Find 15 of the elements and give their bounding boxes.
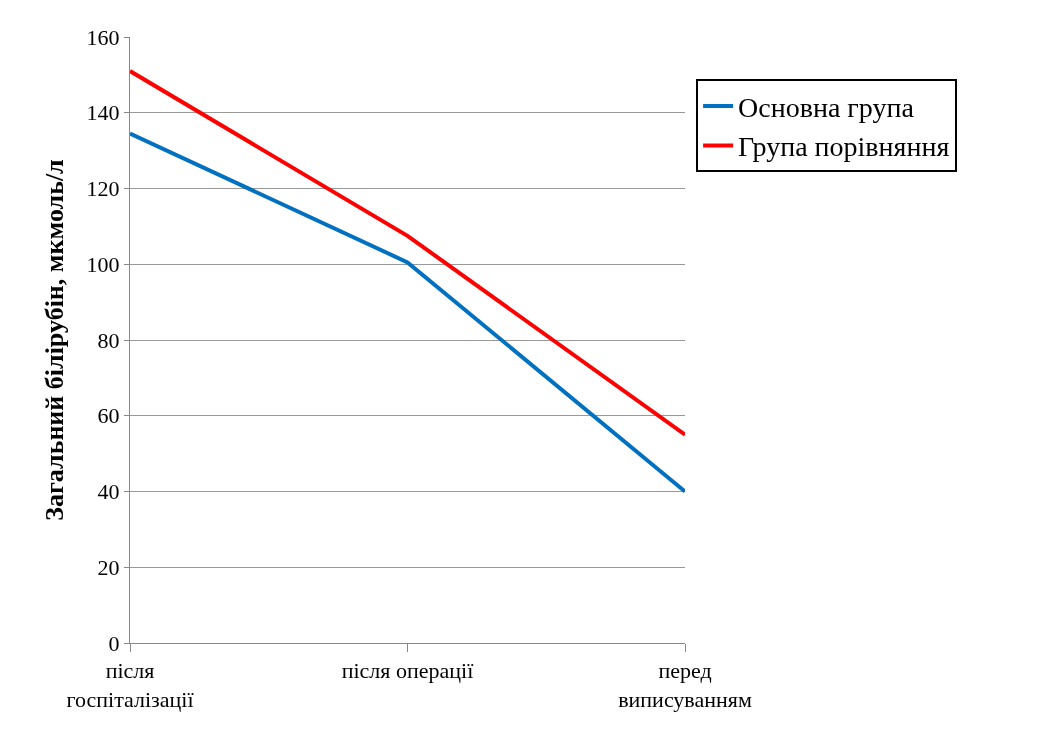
legend-label: Група порівняння: [738, 131, 950, 163]
legend-label: Основна група: [738, 92, 915, 124]
y-tick-label: 80: [97, 327, 120, 353]
y-tick-label: 100: [86, 251, 120, 277]
y-tick-label: 20: [97, 554, 120, 580]
y-tick-label: 60: [97, 403, 120, 429]
y-tick-label: 140: [86, 100, 120, 126]
x-tick-label: після госпіталізації: [66, 658, 195, 712]
x-tick-label: після операції: [341, 658, 475, 684]
y-axis-title: Загальний білірубін, мкмоль/л: [40, 159, 69, 521]
y-tick-label: 120: [86, 176, 120, 202]
x-tick-label: перед виписуванням: [618, 658, 752, 712]
y-tick-label: 160: [86, 24, 120, 50]
y-tick-label: 0: [108, 630, 120, 656]
y-tick-label: 40: [97, 479, 120, 505]
